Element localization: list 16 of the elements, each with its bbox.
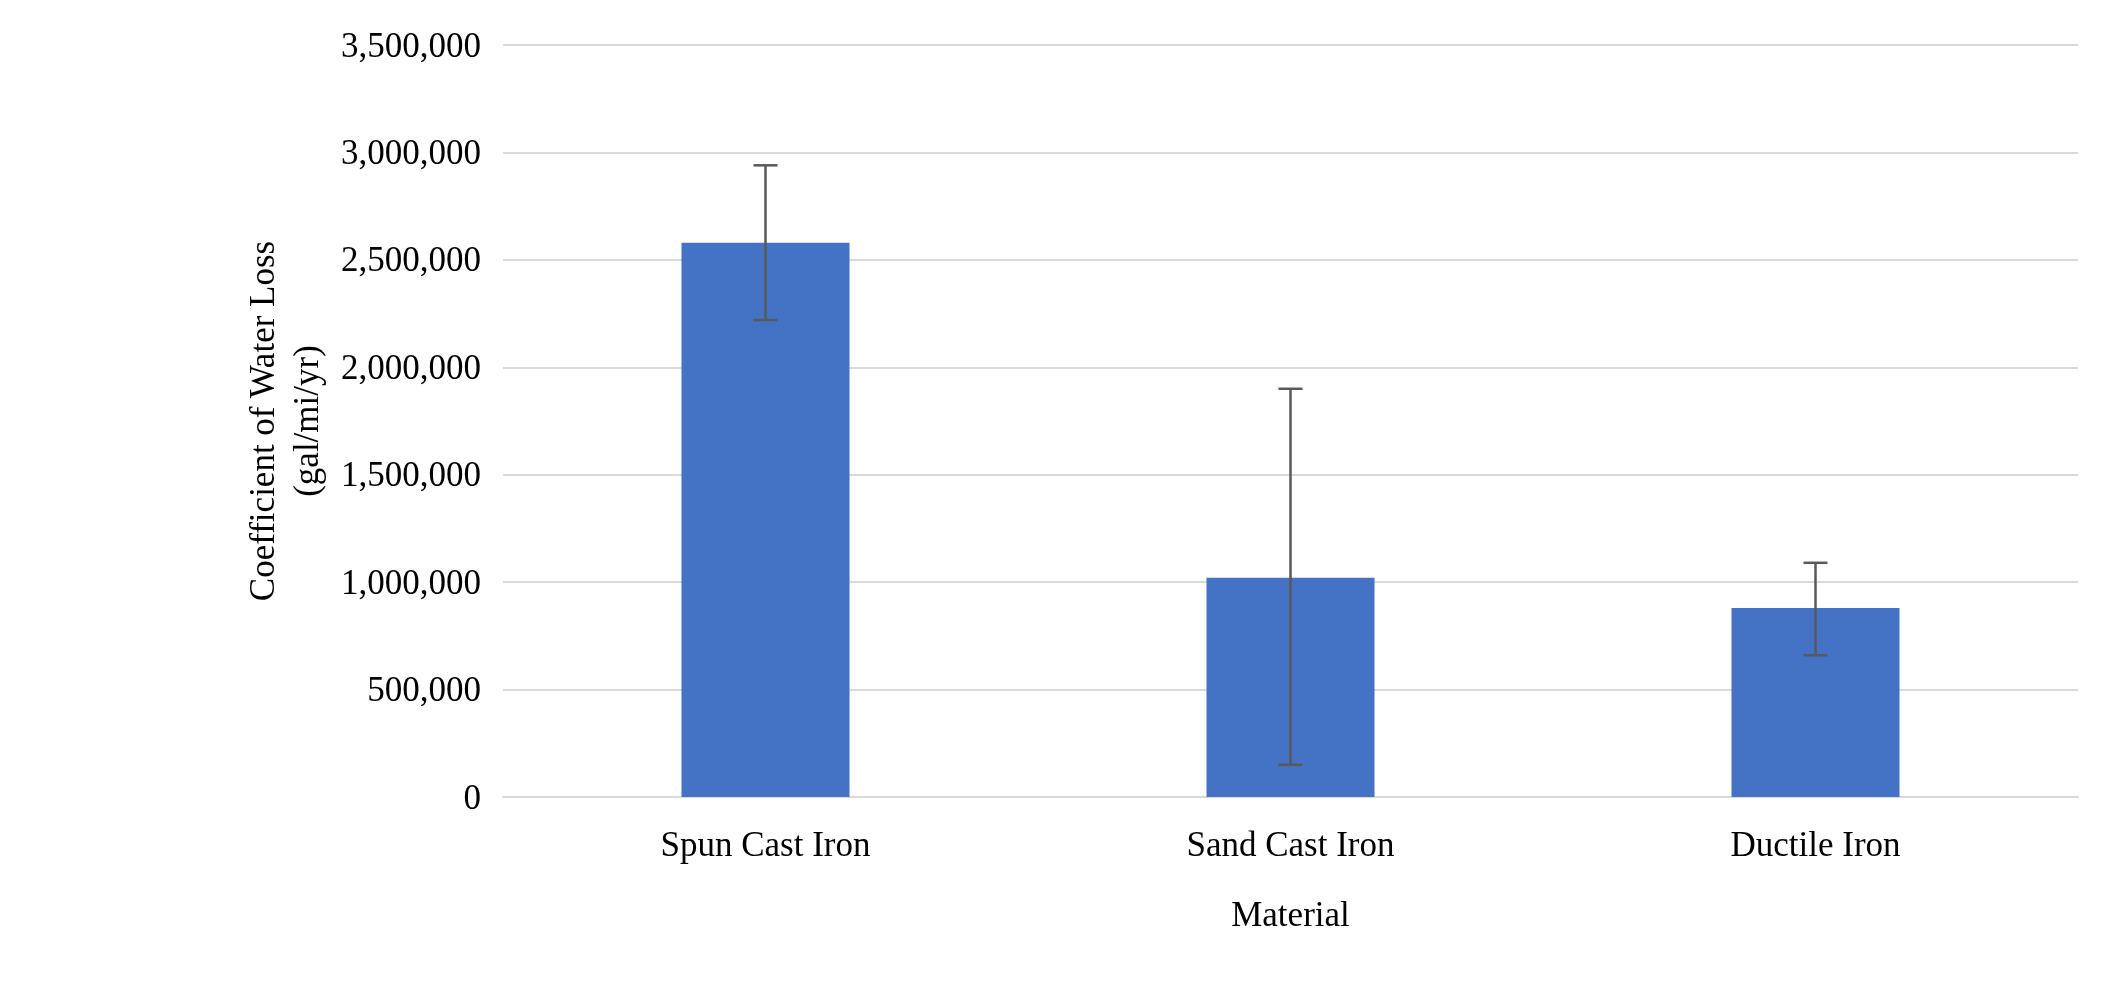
x-axis-title: Material	[1231, 895, 1351, 934]
bar	[1206, 577, 1375, 797]
x-tick-label: Spun Cast Iron	[660, 825, 871, 864]
y-tick-label: 0	[463, 777, 481, 817]
y-tick-label: 1,500,000	[341, 455, 481, 495]
bar	[681, 242, 850, 797]
y-tick-label: 3,000,000	[341, 132, 481, 172]
y-axis-title: Coefficient of Water Loss (gal/mi/yr)	[242, 240, 326, 602]
bar	[1731, 607, 1900, 797]
y-tick-label: 500,000	[367, 670, 481, 710]
y-tick-label: 2,000,000	[341, 347, 481, 387]
y-tick-label: 3,500,000	[341, 25, 481, 65]
x-tick-label: Sand Cast Iron	[1186, 825, 1395, 864]
x-tick-label: Ductile Iron	[1730, 825, 1901, 864]
y-tick-label: 2,500,000	[341, 240, 481, 280]
y-tick-label: 1,000,000	[341, 562, 481, 602]
